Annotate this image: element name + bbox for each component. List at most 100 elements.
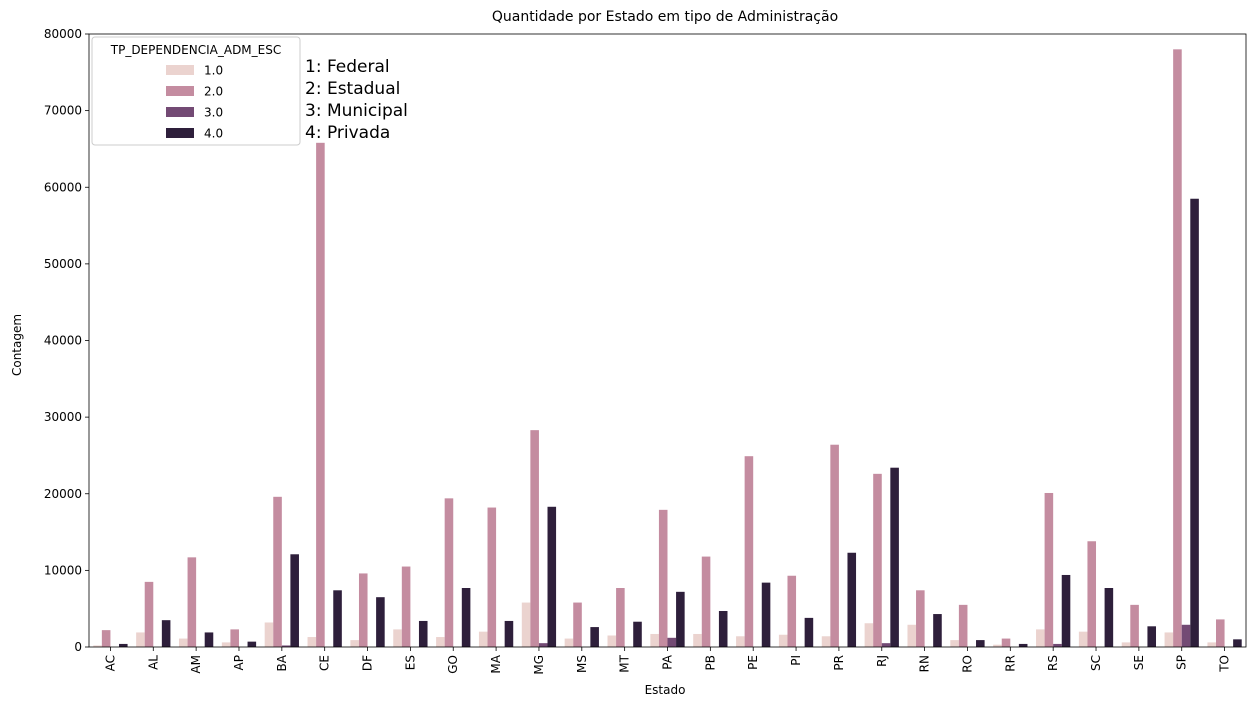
bar-RR-1.0 xyxy=(993,644,1002,647)
bar-MG-1.0 xyxy=(521,602,531,647)
x-tick-label: MS xyxy=(575,655,589,673)
bar-BA-3.0 xyxy=(281,645,291,647)
y-axis: 0 10000 20000 30000 40000 50000 60000 70000 8000… xyxy=(44,27,89,654)
bar-AM-4.0 xyxy=(204,632,214,647)
bar-RO-2.0 xyxy=(958,604,968,647)
x-tick-label: RS xyxy=(1046,655,1060,671)
bar-MS-4.0 xyxy=(590,627,599,647)
x-tick-label: RO xyxy=(960,655,974,673)
x-tick-label: PI xyxy=(789,655,803,666)
bar-MA-4.0 xyxy=(504,620,514,647)
bar-ES-4.0 xyxy=(418,620,428,647)
legend-swatch-1.0 xyxy=(166,65,194,75)
bar-SP-1.0 xyxy=(1164,632,1174,647)
bar-AM-2.0 xyxy=(187,557,197,647)
bar-AC-1.0 xyxy=(93,645,102,647)
x-tick-label: CE xyxy=(318,655,332,671)
bar-MS-2.0 xyxy=(573,602,582,647)
bar-AL-1.0 xyxy=(136,632,145,647)
plot-area xyxy=(88,33,1247,648)
legend-swatch-2.0 xyxy=(166,86,194,96)
bar-GO-1.0 xyxy=(436,637,445,647)
bar-RJ-2.0 xyxy=(873,473,882,647)
x-tick-label: RJ xyxy=(875,655,889,667)
bar-SP-4.0 xyxy=(1190,198,1199,648)
bar-BA-4.0 xyxy=(290,554,299,647)
y-tick-label: 30000 xyxy=(44,410,82,424)
bar-DF-2.0 xyxy=(358,573,368,647)
legend-swatch-3.0 xyxy=(166,107,194,117)
bar-PE-2.0 xyxy=(744,456,754,647)
bar-BA-2.0 xyxy=(273,496,282,647)
bar-GO-2.0 xyxy=(444,498,454,647)
bar-SC-1.0 xyxy=(1078,631,1088,647)
x-tick-label: BA xyxy=(275,654,289,671)
x-tick-label: GO xyxy=(446,655,460,674)
bar-AC-2.0 xyxy=(101,630,111,647)
bar-MS-1.0 xyxy=(564,638,574,647)
bar-TO-2.0 xyxy=(1216,619,1225,647)
bar-ES-2.0 xyxy=(401,566,411,647)
bar-RS-3.0 xyxy=(1053,643,1062,647)
x-tick-label: SC xyxy=(1089,655,1103,671)
x-tick-label: RR xyxy=(1003,655,1017,672)
bar-DF-1.0 xyxy=(350,640,359,647)
bar-PA-4.0 xyxy=(676,591,685,647)
x-tick-label: PR xyxy=(832,655,846,671)
legend-swatch-4.0 xyxy=(166,128,194,138)
x-tick-label: SE xyxy=(1132,655,1146,670)
bar-SP-2.0 xyxy=(1173,49,1182,647)
bar-PB-2.0 xyxy=(701,556,711,647)
x-tick-label: AP xyxy=(232,655,246,670)
bar-MG-3.0 xyxy=(538,643,548,647)
bar-PE-1.0 xyxy=(736,636,745,647)
x-tick-label: AM xyxy=(189,655,203,674)
bar-PI-2.0 xyxy=(787,575,797,647)
bar-AC-4.0 xyxy=(119,643,128,647)
bar-RJ-3.0 xyxy=(881,643,891,647)
bar-RR-2.0 xyxy=(1001,638,1011,647)
bar-DF-4.0 xyxy=(376,597,385,647)
bar-MG-2.0 xyxy=(530,430,539,647)
bar-MT-1.0 xyxy=(607,635,617,647)
x-tick-label: AL xyxy=(146,655,160,670)
bar-GO-4.0 xyxy=(461,588,471,647)
bar-PR-1.0 xyxy=(821,636,831,647)
bar-RO-1.0 xyxy=(950,640,959,647)
bar-MA-1.0 xyxy=(478,631,488,647)
legend-label-3.0: 3.0 xyxy=(204,106,223,120)
x-tick-label: PB xyxy=(703,655,717,670)
y-tick-label: 80000 xyxy=(44,27,82,41)
bar-SC-2.0 xyxy=(1087,541,1097,647)
x-tick-label: PE xyxy=(746,655,760,670)
bar-PR-2.0 xyxy=(830,444,839,647)
legend: TP_DEPENDENCIA_ADM_ESC 1.0 2.0 3.0 4.0 xyxy=(91,36,301,146)
y-tick-label: 70000 xyxy=(44,104,82,118)
bar-AP-4.0 xyxy=(247,641,257,647)
y-tick-label: 20000 xyxy=(44,487,82,501)
bar-BA-1.0 xyxy=(264,622,274,647)
y-tick-label: 0 xyxy=(74,640,82,654)
bar-MG-4.0 xyxy=(547,506,557,647)
x-tick-label: SP xyxy=(1175,655,1189,670)
legend-label-1.0: 1.0 xyxy=(204,64,223,78)
bar-SC-4.0 xyxy=(1104,588,1114,647)
bar-AL-2.0 xyxy=(144,581,154,647)
bar-AP-1.0 xyxy=(221,642,231,647)
bar-MA-2.0 xyxy=(487,507,497,647)
annotation-line: 4: Privada xyxy=(305,123,390,143)
bar-RN-2.0 xyxy=(916,590,925,647)
bar-MT-4.0 xyxy=(633,621,642,647)
bar-PA-1.0 xyxy=(650,633,659,647)
bar-CE-4.0 xyxy=(333,590,342,647)
bar-AP-2.0 xyxy=(230,629,239,647)
legend-box xyxy=(91,36,301,146)
x-axis: AC AL AM AP BA CE DF ES GO MA MG MS MT PA PB PE PI PR RJ RN… xyxy=(103,647,1232,675)
y-tick-label: 40000 xyxy=(44,334,82,348)
bar-PE-4.0 xyxy=(761,582,771,647)
y-tick-label: 50000 xyxy=(44,257,82,271)
legend-title: TP_DEPENDENCIA_ADM_ESC xyxy=(110,43,282,57)
x-tick-label: AC xyxy=(103,655,117,671)
bar-MT-2.0 xyxy=(616,588,625,647)
